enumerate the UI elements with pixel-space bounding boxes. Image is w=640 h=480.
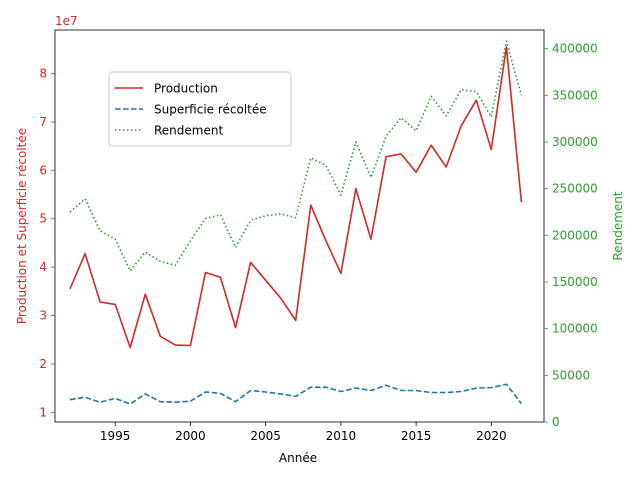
x-tick-label: 2015 — [401, 429, 432, 443]
legend-label-rendement: Rendement — [154, 124, 223, 138]
y-tick-label-left: 8 — [39, 67, 47, 81]
series-line-superficie-r-colt-e — [69, 383, 523, 405]
legend-frame — [108, 71, 292, 147]
y-axis-label-right: Rendement — [611, 191, 625, 260]
y-tick-label-left: 2 — [39, 357, 47, 371]
y-tick-label-left: 4 — [39, 260, 47, 274]
x-tick-label: 1995 — [100, 429, 131, 443]
x-tick-label: 2010 — [326, 429, 357, 443]
axis-layer: 1995 2000 2005 2010 2015 2020 1 2 3 4 5 6 7 8 0 50000 10… — [39, 42, 597, 443]
legend: Production Superficie récoltée Rendement — [108, 71, 292, 147]
y-tick-label-right: 400000 — [552, 42, 598, 56]
y-tick-label-left: 7 — [39, 115, 47, 129]
y-tick-label-right: 300000 — [552, 135, 598, 149]
offset-label: 1e7 — [55, 14, 78, 28]
legend-label-production: Production — [154, 82, 218, 96]
x-tick-label: 2020 — [476, 429, 507, 443]
y-tick-label-right: 100000 — [552, 322, 598, 336]
x-tick-label: 2000 — [175, 429, 206, 443]
y-tick-label-right: 50000 — [552, 368, 590, 382]
y-tick-label-right: 250000 — [552, 182, 598, 196]
legend-label-superficie: Superficie récoltée — [154, 103, 267, 117]
x-axis-label: Année — [279, 451, 317, 465]
y-tick-label-left: 5 — [39, 212, 47, 226]
series-line-rendement — [69, 40, 523, 272]
y-tick-label-right: 150000 — [552, 275, 598, 289]
x-tick-label: 2005 — [250, 429, 281, 443]
y-axis-label-left: Production et Superficie récoltée — [15, 128, 29, 324]
y-tick-label-right: 350000 — [552, 88, 598, 102]
y-tick-label-right: 0 — [552, 415, 560, 429]
plot-frame — [54, 29, 545, 423]
series-line-production — [69, 46, 523, 349]
y-tick-label-right: 200000 — [552, 228, 598, 242]
y-tick-label-left: 1 — [39, 405, 47, 419]
y-tick-label-left: 3 — [39, 309, 47, 323]
y-tick-label-left: 6 — [39, 163, 47, 177]
series-layer — [69, 40, 523, 405]
